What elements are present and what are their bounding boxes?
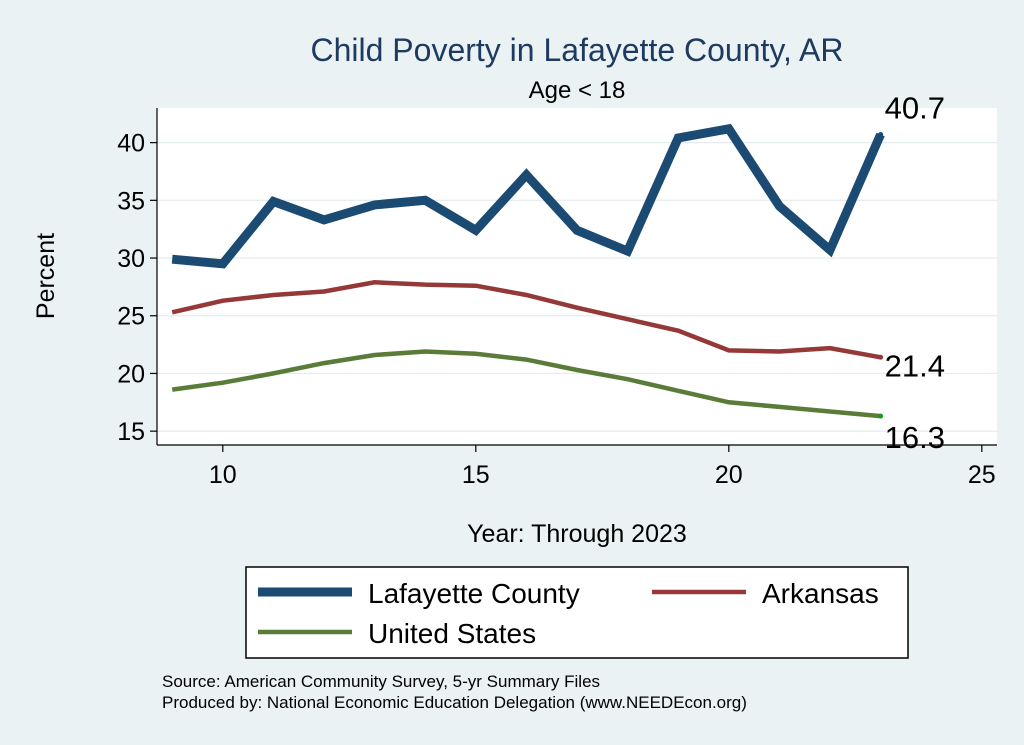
series-end-label: 21.4: [885, 348, 945, 383]
y-tick-label: 20: [117, 360, 145, 388]
legend-label: Arkansas: [762, 578, 879, 609]
series-line-lafayette-county: [171, 123, 885, 269]
plot-area: [157, 108, 997, 445]
legend-label: Lafayette County: [368, 578, 580, 609]
series-end-label: 40.7: [885, 91, 945, 126]
y-axis-title: Percent: [32, 233, 60, 319]
y-tick-label: 30: [117, 245, 145, 273]
y-tick-label: 25: [117, 303, 145, 331]
legend-label: United States: [368, 618, 536, 649]
series-end-marker: [878, 132, 884, 138]
series-end-marker: [878, 354, 884, 360]
x-tick-label: 15: [462, 461, 490, 489]
producer-note: Produced by: National Economic Education…: [162, 693, 747, 712]
chart-subtitle: Age < 18: [529, 77, 626, 104]
series-line-arkansas: [171, 280, 882, 360]
legend-box: [245, 566, 909, 659]
series-line-united-states: [171, 349, 881, 419]
chart-title: Child Poverty in Lafayette County, AR: [310, 32, 843, 68]
series-end-label: 16.3: [885, 420, 945, 455]
source-note: Source: American Community Survey, 5-yr …: [162, 672, 600, 691]
series-end-marker: [878, 413, 884, 419]
x-tick-label: 20: [715, 461, 743, 489]
y-tick-label: 40: [117, 130, 145, 158]
x-tick-label: 25: [968, 461, 996, 489]
x-axis-title: Year: Through 2023: [467, 520, 687, 548]
x-tick-label: 10: [209, 461, 237, 489]
y-tick-label: 35: [117, 187, 145, 215]
y-tick-label: 15: [117, 418, 145, 446]
